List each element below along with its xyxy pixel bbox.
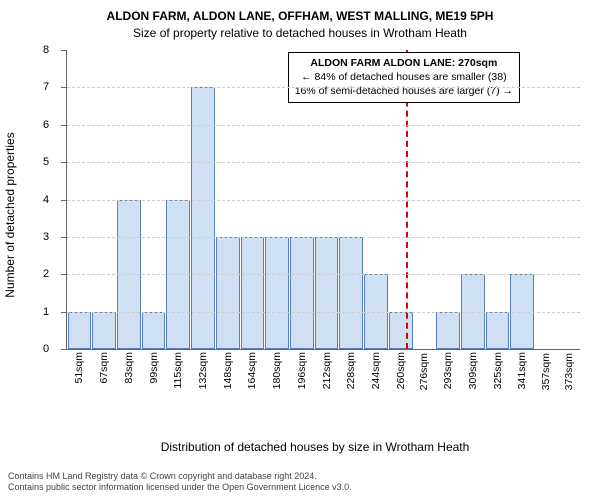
x-tick-label: 244sqm bbox=[370, 348, 382, 389]
chart-title-main: ALDON FARM, ALDON LANE, OFFHAM, WEST MAL… bbox=[0, 8, 600, 25]
bar: 164sqm bbox=[241, 237, 265, 349]
x-tick-label: 373sqm bbox=[563, 349, 575, 390]
gridline bbox=[67, 162, 580, 163]
y-tick-label: 6 bbox=[43, 119, 49, 131]
bar: 325sqm bbox=[486, 312, 510, 349]
x-tick-label: 276sqm bbox=[418, 349, 430, 390]
gridline bbox=[67, 125, 580, 126]
x-tick-label: 132sqm bbox=[197, 348, 209, 389]
y-tick-label: 1 bbox=[43, 306, 49, 318]
y-tick bbox=[61, 50, 67, 51]
y-tick bbox=[61, 125, 67, 126]
annotation-box: ALDON FARM ALDON LANE: 270sqm← 84% of de… bbox=[288, 52, 520, 103]
x-tick-label: 341sqm bbox=[516, 348, 528, 389]
x-tick-label: 260sqm bbox=[395, 348, 407, 389]
x-tick-label: 228sqm bbox=[345, 348, 357, 389]
bar: 148sqm bbox=[216, 237, 240, 349]
annotation-line: ← 84% of detached houses are smaller (38… bbox=[295, 70, 513, 84]
footer-line-1: Contains HM Land Registry data © Crown c… bbox=[8, 471, 352, 483]
y-tick bbox=[61, 162, 67, 163]
gridline bbox=[67, 274, 580, 275]
x-tick-label: 99sqm bbox=[148, 348, 160, 384]
bar: 228sqm bbox=[339, 237, 363, 349]
bar: 99sqm bbox=[142, 312, 166, 349]
y-tick bbox=[61, 349, 67, 350]
y-tick-label: 3 bbox=[43, 231, 49, 243]
bar: 196sqm bbox=[290, 237, 314, 349]
footer-line-2: Contains public sector information licen… bbox=[8, 482, 352, 494]
x-tick-label: 325sqm bbox=[492, 348, 504, 389]
annotation-line: ALDON FARM ALDON LANE: 270sqm bbox=[295, 56, 513, 70]
chart-title-block: ALDON FARM, ALDON LANE, OFFHAM, WEST MAL… bbox=[0, 0, 600, 42]
footer-attribution: Contains HM Land Registry data © Crown c… bbox=[8, 471, 352, 494]
y-tick-label: 7 bbox=[43, 81, 49, 93]
bar: 212sqm bbox=[315, 237, 339, 349]
bar: 293sqm bbox=[436, 312, 460, 349]
x-tick-label: 164sqm bbox=[246, 348, 258, 389]
bar: 132sqm bbox=[191, 87, 215, 349]
y-tick-label: 2 bbox=[43, 268, 49, 280]
bar: 260sqm bbox=[389, 312, 413, 349]
y-tick bbox=[61, 312, 67, 313]
plot-area: 51sqm67sqm83sqm99sqm115sqm132sqm148sqm16… bbox=[66, 50, 580, 350]
gridline bbox=[67, 87, 580, 88]
chart-title-sub: Size of property relative to detached ho… bbox=[0, 25, 600, 42]
x-tick-label: 357sqm bbox=[540, 349, 552, 390]
bar: 67sqm bbox=[92, 312, 116, 349]
y-tick bbox=[61, 87, 67, 88]
y-tick bbox=[61, 200, 67, 201]
y-tick-label: 5 bbox=[43, 156, 49, 168]
x-axis-label: Distribution of detached houses by size … bbox=[50, 440, 580, 454]
x-tick-label: 115sqm bbox=[172, 348, 184, 389]
gridline bbox=[67, 312, 580, 313]
bar: 180sqm bbox=[265, 237, 289, 349]
y-tick-label: 0 bbox=[43, 343, 49, 355]
x-tick-label: 67sqm bbox=[98, 348, 110, 384]
y-tick-label: 8 bbox=[43, 44, 49, 56]
gridline bbox=[67, 237, 580, 238]
x-tick-label: 309sqm bbox=[467, 348, 479, 389]
bar: 51sqm bbox=[68, 312, 92, 349]
y-tick-label: 4 bbox=[43, 194, 49, 206]
x-tick-label: 83sqm bbox=[123, 348, 135, 384]
chart-container: Number of detached properties 51sqm67sqm… bbox=[50, 50, 580, 380]
x-tick-label: 51sqm bbox=[73, 348, 85, 384]
x-tick-label: 196sqm bbox=[296, 348, 308, 389]
y-tick bbox=[61, 237, 67, 238]
x-tick-label: 148sqm bbox=[222, 348, 234, 389]
y-axis-label: Number of detached properties bbox=[3, 132, 17, 297]
gridline bbox=[67, 200, 580, 201]
x-tick-label: 293sqm bbox=[442, 348, 454, 389]
x-tick-label: 180sqm bbox=[271, 348, 283, 389]
y-tick bbox=[61, 274, 67, 275]
x-tick-label: 212sqm bbox=[321, 348, 333, 389]
